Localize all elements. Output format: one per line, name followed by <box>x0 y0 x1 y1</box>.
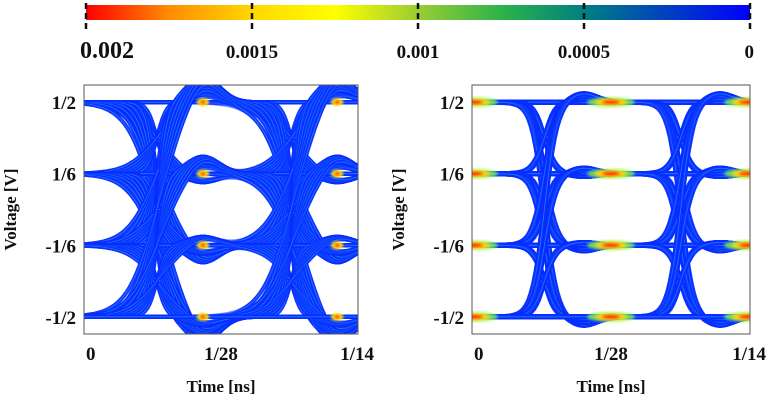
density-hotspot <box>586 311 635 322</box>
density-hotspot <box>723 240 750 251</box>
y-tick-label: -1/6 <box>433 236 464 257</box>
y-tick-label: -1/2 <box>433 308 464 329</box>
x-tick-label: 1/14 <box>340 344 374 365</box>
density-hotspot <box>472 240 498 251</box>
density-hotspot <box>723 311 750 322</box>
density-hotspot <box>196 312 209 321</box>
y-tick-label: 1/2 <box>52 93 76 114</box>
y-tick-label: 1/6 <box>440 165 464 186</box>
density-hotspot <box>331 169 344 178</box>
colorbar-tick-label: 0.0005 <box>558 42 610 63</box>
colorbar-tick-label: 0.002 <box>80 38 134 64</box>
colorbar-tick-label: 0.001 <box>397 42 440 63</box>
colorbar: 0.002 0.0015 0.001 0.0005 0 <box>80 3 754 64</box>
y-tick-label: 1/6 <box>52 165 76 186</box>
y-tick-label: -1/6 <box>45 236 76 257</box>
density-hotspot <box>586 97 635 108</box>
density-hotspot <box>331 241 344 250</box>
density-hotspot <box>472 97 498 108</box>
density-hotspot <box>196 98 209 107</box>
density-hotspot <box>331 312 344 321</box>
right-eye-diagram: 1/2 1/6 -1/6 -1/2 0 1/28 1/14 Time [ns] Voltage … <box>389 84 766 396</box>
y-tick-label: -1/2 <box>45 308 76 329</box>
x-tick-label: 0 <box>474 344 484 365</box>
x-axis-label: Time [ns] <box>576 377 645 396</box>
density-hotspot <box>331 98 344 107</box>
x-tick-label: 1/28 <box>594 344 628 365</box>
colorbar-tick-label: 0 <box>745 42 755 63</box>
colorbar-tick-label: 0.0015 <box>226 42 278 63</box>
y-axis-label: Voltage [V] <box>389 169 408 251</box>
density-hotspot <box>196 169 209 178</box>
x-tick-label: 1/14 <box>732 344 766 365</box>
density-hotspot <box>723 168 750 179</box>
density-hotspot <box>723 97 750 108</box>
plot-frame <box>471 84 751 335</box>
density-hotspot <box>472 168 498 179</box>
y-tick-label: 1/2 <box>440 93 464 114</box>
eye-traces <box>472 91 750 328</box>
density-hotspot <box>586 168 635 179</box>
density-hotspot <box>196 241 209 250</box>
left-eye-diagram: 1/2 1/6 -1/6 -1/2 0 1/28 1/14 Time [ns] Voltage … <box>1 84 374 396</box>
plot-frame <box>83 84 359 335</box>
density-hotspot <box>586 240 635 251</box>
x-tick-label: 1/28 <box>204 344 238 365</box>
y-axis-label: Voltage [V] <box>1 169 20 251</box>
density-hotspot <box>472 311 498 322</box>
x-tick-label: 0 <box>86 344 96 365</box>
plot-area <box>472 85 750 334</box>
x-axis-label: Time [ns] <box>186 377 255 396</box>
eye-traces <box>84 85 358 334</box>
